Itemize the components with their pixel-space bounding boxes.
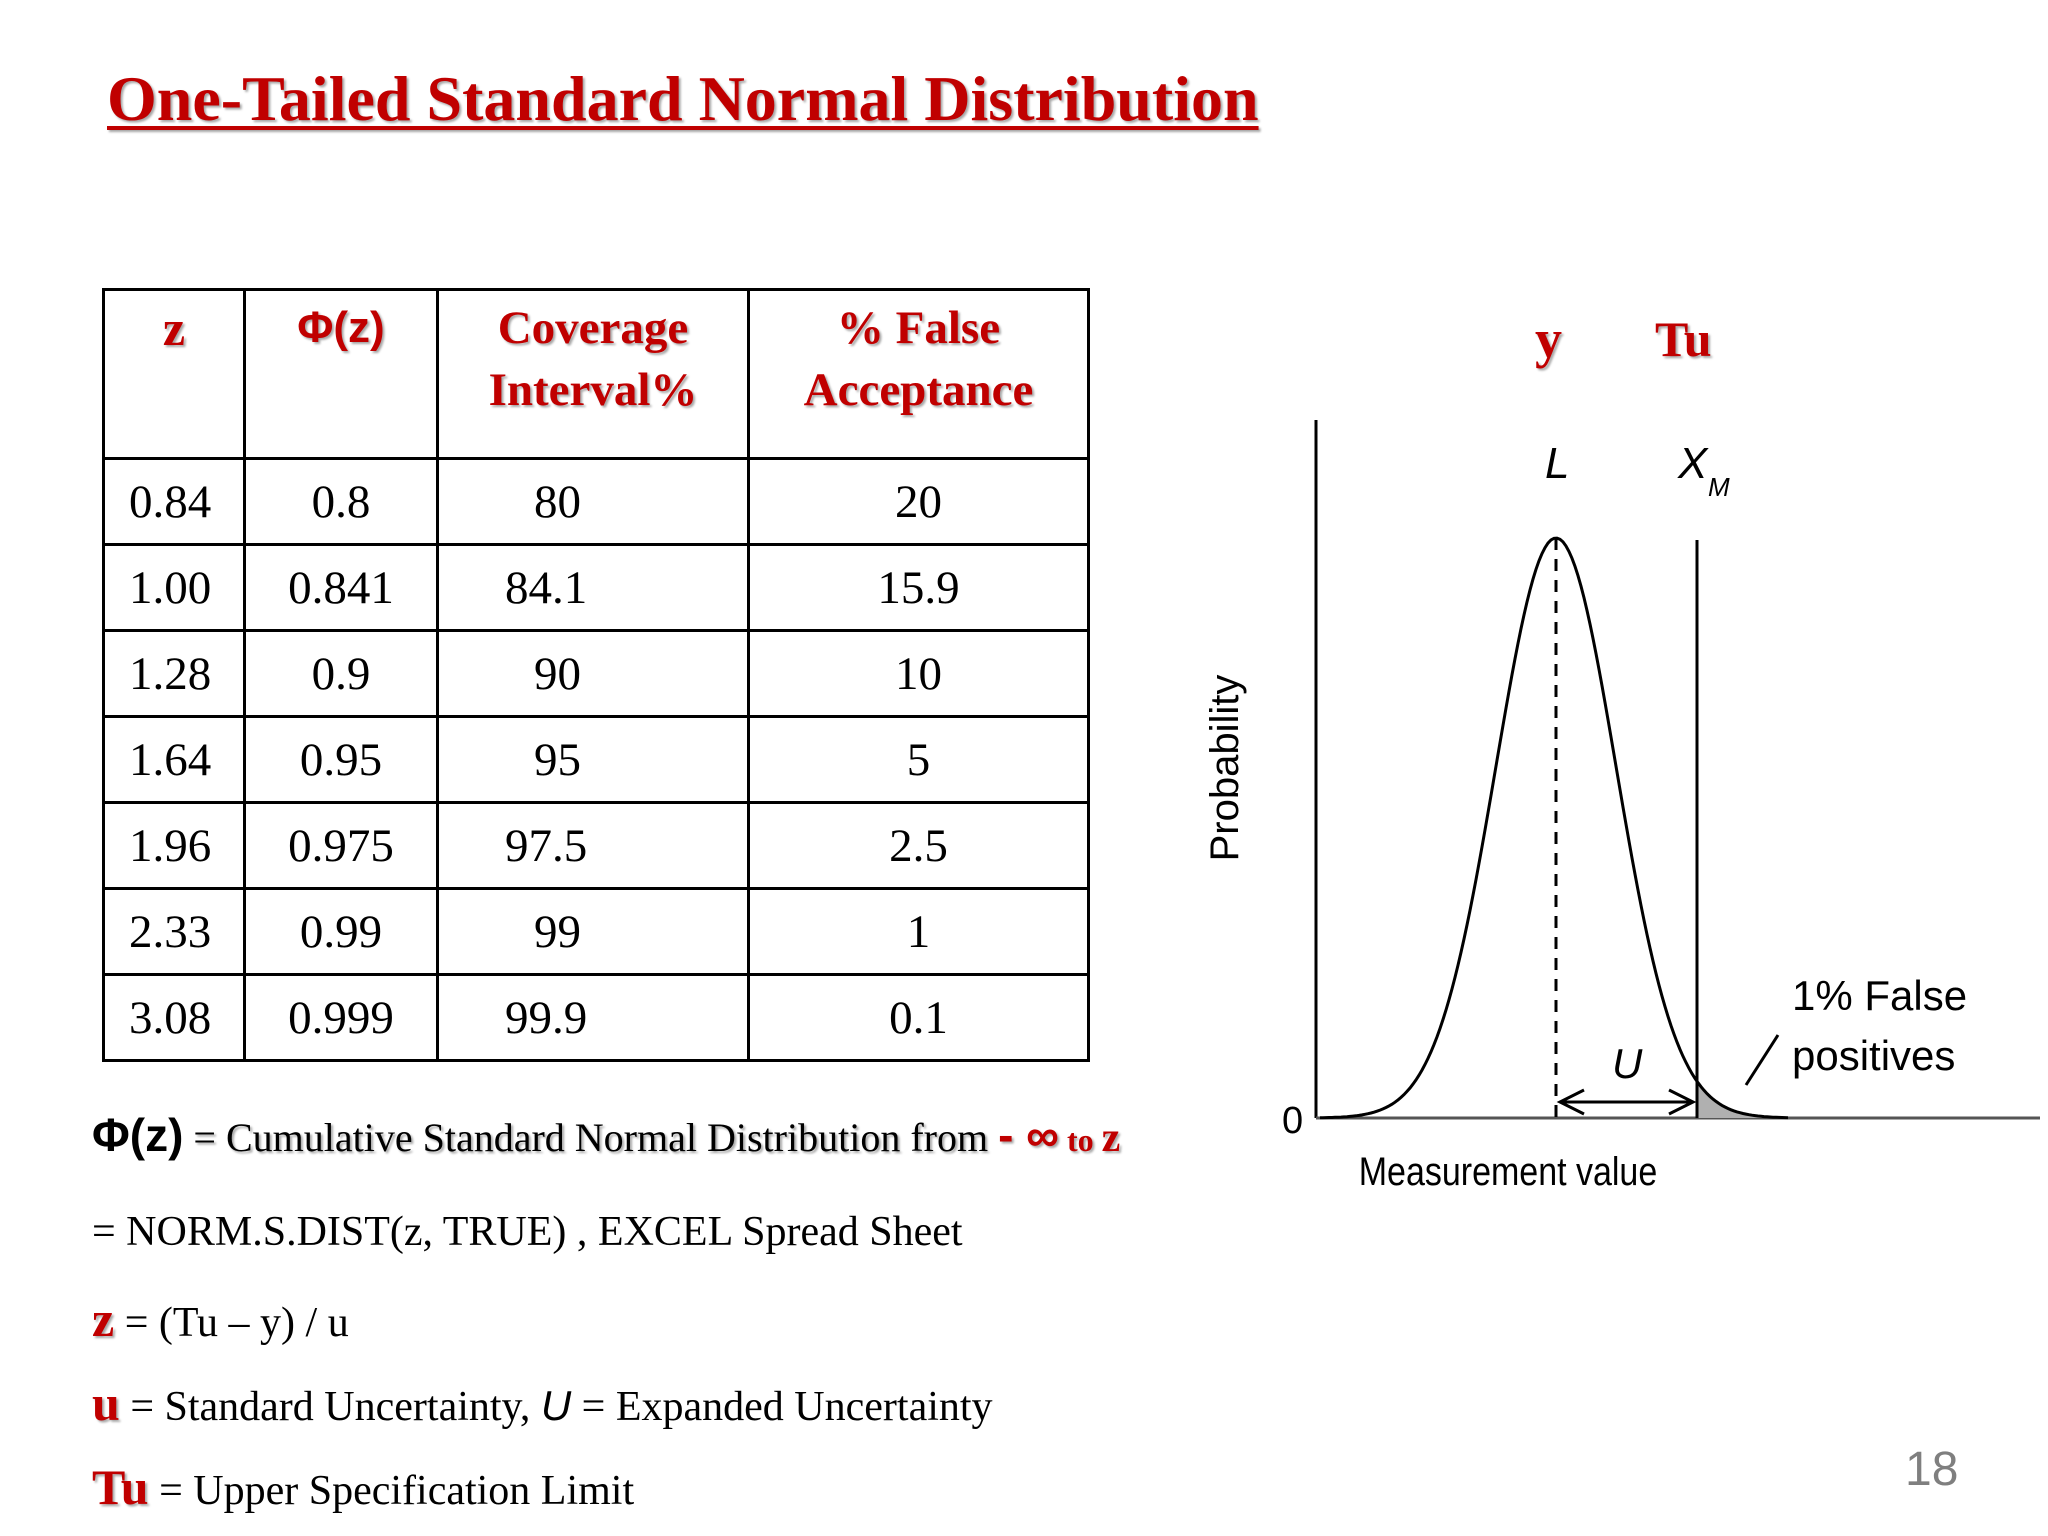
- table-row: 3.08 0.999 99.9 0.1: [102, 973, 1090, 1062]
- u-def-2: = Expanded Uncertainty: [571, 1384, 993, 1430]
- label-U: U: [1612, 1040, 1643, 1087]
- table-row: 1.64 0.95 95 5: [102, 715, 1090, 804]
- tu-def: = Upper Specification Limit: [148, 1468, 635, 1514]
- header-false-acceptance: % False Acceptance: [747, 288, 1090, 460]
- cell-phi: 0.975: [243, 801, 439, 890]
- table-row: 1.00 0.841 84.1 15.9: [102, 543, 1090, 632]
- callout-line2: positives: [1792, 1032, 1955, 1079]
- cell-false-acceptance: 20: [747, 457, 1090, 546]
- cell-coverage: 99.9: [436, 973, 750, 1062]
- table-header-row: z Φ(z) Coverage Interval% % False Accept…: [102, 288, 1090, 460]
- cell-phi: 0.8: [243, 457, 439, 546]
- label-y: y: [1535, 309, 1562, 369]
- header-coverage-text: Coverage Interval%: [488, 302, 698, 416]
- header-false-acceptance-text: % False Acceptance: [803, 302, 1034, 416]
- cell-z: 1.64: [102, 715, 246, 804]
- callout-line1: 1% False: [1792, 972, 1967, 1019]
- cell-false-acceptance: 5: [747, 715, 1090, 804]
- cell-coverage: 97.5: [436, 801, 750, 890]
- z-def: = (Tu – y) / u: [114, 1300, 349, 1346]
- cell-coverage: 90: [436, 629, 750, 718]
- cell-false-acceptance: 0.1: [747, 973, 1090, 1062]
- cell-z: 1.96: [102, 801, 246, 890]
- cell-false-acceptance: 15.9: [747, 543, 1090, 632]
- page-number: 18: [1905, 1443, 1959, 1496]
- z-definition: z = (Tu – y) / u: [92, 1290, 349, 1348]
- u-arrow-right-head: [1668, 1088, 1697, 1116]
- cell-z: 1.28: [102, 629, 246, 718]
- phi-definition: Φ(z) = Cumulative Standard Normal Distri…: [92, 1108, 1120, 1162]
- zero-label: 0: [1282, 1100, 1303, 1142]
- cell-z: 1.00: [102, 543, 246, 632]
- cell-phi: 0.841: [243, 543, 439, 632]
- cell-z: 0.84: [102, 457, 246, 546]
- cell-phi: 0.99: [243, 887, 439, 976]
- u-definition: u = Standard Uncertainty, U = Expanded U…: [92, 1374, 993, 1432]
- excel-line: = NORM.S.DIST(z, TRUE) , EXCEL Spread Sh…: [92, 1209, 963, 1255]
- u-key: u: [92, 1375, 120, 1431]
- label-XM: X: [1677, 439, 1709, 488]
- cell-phi: 0.9: [243, 629, 439, 718]
- cell-coverage: 99: [436, 887, 750, 976]
- table-row: 2.33 0.99 99 1: [102, 887, 1090, 976]
- u-def-U: U: [540, 1382, 572, 1429]
- cell-phi: 0.95: [243, 715, 439, 804]
- tu-key: Tu: [92, 1459, 149, 1515]
- cell-coverage: 84.1: [436, 543, 750, 632]
- cell-z: 3.08: [102, 973, 246, 1062]
- table-row: 1.96 0.975 97.5 2.5: [102, 801, 1090, 890]
- phi-key: Φ(z): [92, 1109, 184, 1161]
- callout-line: [1744, 1034, 1780, 1086]
- u-arrow-left-head: [1556, 1088, 1585, 1116]
- phi-range-z: z: [1101, 1115, 1121, 1161]
- false-positive-tail: [1697, 1082, 1788, 1118]
- label-XM-sub: M: [1708, 472, 1730, 502]
- u-def-1: = Standard Uncertainty,: [119, 1384, 541, 1430]
- header-coverage: Coverage Interval%: [436, 288, 750, 460]
- header-phi: Φ(z): [243, 288, 439, 460]
- cell-z: 2.33: [102, 887, 246, 976]
- y-axis-label: Probability: [1203, 675, 1247, 862]
- x-axis-label: Measurement value: [1359, 1148, 1658, 1193]
- cell-false-acceptance: 1: [747, 887, 1090, 976]
- phi-text: = Cumulative Standard Normal Distributio…: [183, 1115, 999, 1160]
- phi-range-inf: - ∞: [998, 1109, 1059, 1161]
- table-row: 0.84 0.8 80 20: [102, 457, 1090, 546]
- table-row: 1.28 0.9 90 10: [102, 629, 1090, 718]
- z-table: z Φ(z) Coverage Interval% % False Accept…: [102, 288, 1090, 1062]
- label-tu: Tu: [1655, 311, 1712, 367]
- z-key: z: [92, 1291, 115, 1347]
- cell-coverage: 80: [436, 457, 750, 546]
- cell-false-acceptance: 10: [747, 629, 1090, 718]
- header-z: z: [102, 288, 246, 460]
- tu-definition: Tu = Upper Specification Limit: [92, 1458, 634, 1516]
- cell-false-acceptance: 2.5: [747, 801, 1090, 890]
- phi-range-to: to: [1058, 1122, 1102, 1158]
- cell-coverage: 95: [436, 715, 750, 804]
- bell-curve: [1320, 536, 1789, 1120]
- page-title: One-Tailed Standard Normal Distribution: [107, 63, 1259, 134]
- cell-phi: 0.999: [243, 973, 439, 1062]
- label-L: L: [1545, 439, 1569, 488]
